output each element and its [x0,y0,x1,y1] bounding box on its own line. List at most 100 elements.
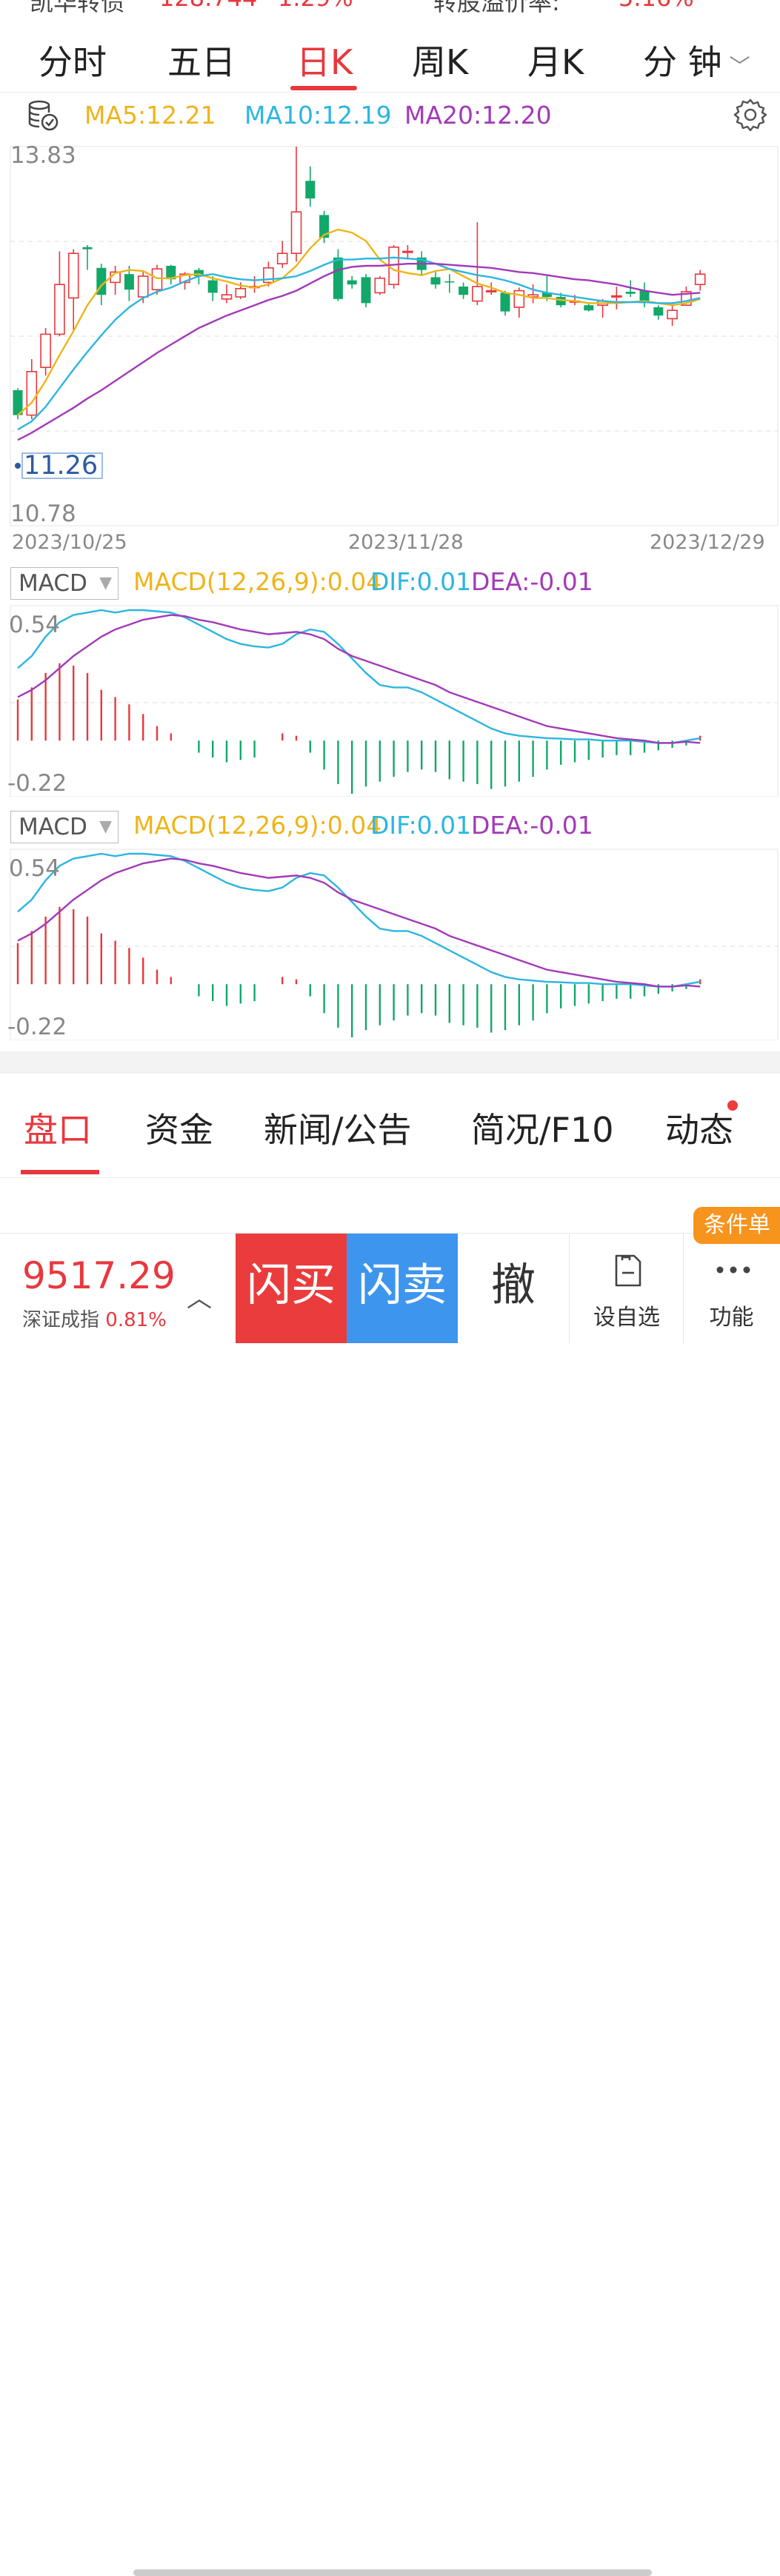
gear-icon[interactable] [733,98,767,135]
tab-news[interactable]: 新闻/公告 [264,1110,412,1150]
tab-minute-label: 分 钟 [643,42,722,82]
last-price: 128.744 [159,0,257,12]
conditional-order-badge[interactable]: 条件单 [693,1207,780,1244]
quick-buy-button[interactable]: 闪买 [236,1234,347,1343]
premium-label: 转股溢价率: [433,0,560,16]
tab-profile[interactable]: 简况/F10 [471,1110,614,1150]
macd-value: MACD(12,26,9):0.04 [133,567,382,596]
home-indicator [133,2569,652,2576]
candle-body [26,370,38,416]
candle-body [137,275,149,298]
indicator-select-2[interactable]: MACD ▼ [10,811,119,843]
macd-y-max: 0.54 [9,855,60,882]
tab-five-day[interactable]: 五日 [167,42,236,82]
ma5-value: MA5:12.21 [84,101,216,130]
low-marker-dot [15,463,21,469]
candle-body [653,307,664,316]
indicator-select-1[interactable]: MACD ▼ [10,567,119,600]
caret-up-icon[interactable]: ︿ [187,1284,212,1314]
candle-body [166,266,176,280]
macd-y-min: -0.22 [7,1014,67,1040]
index-value: 9517.29 [22,1254,176,1297]
price-change: 1.29% [278,0,353,12]
period-tabs: 分时 五日 日K 周K 月K 分 钟 ﹀ [0,22,780,93]
ma10-line [17,256,701,431]
kline-chart[interactable]: 13.83 10.78 11.26 2023/10/25 2023/11/28 … [0,141,780,555]
candle-body [625,292,636,294]
index-name-row: 深证成指 0.81% [22,1305,167,1332]
add-watchlist-button[interactable]: 设自选 [570,1234,684,1343]
dea-value: DEA:-0.01 [471,811,593,840]
candle-body [235,288,247,298]
date-label-end: 2023/12/29 [650,531,765,554]
dea-value: DEA:-0.01 [471,567,593,596]
candle-body [305,181,316,198]
candle-body [40,333,51,368]
candle-body [276,252,288,264]
ma20-value: MA20:12.20 [404,101,552,130]
chevron-down-icon: ▼ [99,574,112,592]
candle-body [500,292,510,312]
candle-body [124,274,134,290]
candle-body [54,284,65,335]
cancel-order-button[interactable]: 撤 [458,1234,570,1343]
macd-frame [10,605,779,797]
candle-body [193,270,204,276]
info-tabs: 盘口 资金 新闻/公告 简况/F10 动态 [0,1074,780,1178]
candle-body [430,277,441,285]
candle-body [13,390,23,415]
ma10-value: MA10:12.19 [244,101,392,130]
chevron-down-icon: ▼ [99,817,112,836]
quick-sell-button[interactable]: 闪卖 [347,1234,458,1343]
candle-body [402,250,413,253]
candle-body [541,292,552,297]
candle-body [290,211,302,254]
date-label-mid: 2023/11/28 [348,531,464,554]
low-marker-box [21,452,103,479]
macd-header-2: MACD ▼ MACD(12,26,9):0.04 DIF:0.01 DEA:-… [0,806,780,846]
candle-body [319,215,330,238]
section-divider [0,1051,780,1074]
y-min-label: 10.78 [10,501,76,527]
candle-body [513,290,525,308]
candle-body [459,287,469,295]
tab-daily-k[interactable]: 日K [296,42,353,82]
tab-monthly-k[interactable]: 月K [527,42,584,82]
low-marker-label: 11.26 [24,451,98,481]
dea-line [17,614,701,744]
tab-activity[interactable]: 动态 [665,1110,733,1150]
candle-body [556,297,566,306]
ma5-line [17,228,701,416]
bottom-action-bar: 9517.29 深证成指 0.81% ︿ 闪买 闪卖 撤 设自选 功能 [0,1233,780,2576]
database-check-icon[interactable] [27,99,59,135]
ma-legend: MA5:12.21 MA10:12.19 MA20:12.20 [0,93,780,138]
candle-body [611,295,622,298]
functions-button[interactable]: 功能 [683,1234,780,1343]
dea-line [17,857,701,988]
candle-body [207,280,218,293]
macd-header-1: MACD ▼ MACD(12,26,9):0.04 DIF:0.01 DEA:-… [0,563,780,603]
dif-line [17,852,701,988]
tab-order-book[interactable]: 盘口 [24,1110,92,1150]
candle-body [67,252,79,299]
tab-weekly-k[interactable]: 周K [412,42,469,82]
notification-dot [727,1100,738,1111]
candle-body [485,290,497,292]
candle-body [221,294,233,300]
dif-line [17,609,701,744]
macd-chart-1[interactable]: 0.54 -0.22 [0,603,780,797]
indicator-select-label: MACD [19,814,87,840]
candle-body [694,273,706,285]
tab-capital-flow[interactable]: 资金 [145,1110,213,1150]
index-name: 深证成指 [22,1309,100,1331]
tab-minute[interactable]: 分 钟 ﹀ [643,36,750,84]
candle-body [361,277,371,304]
candle-body [527,294,539,298]
candle-body [347,280,357,285]
macd-chart-2[interactable]: 0.54 -0.22 [0,846,780,1040]
tab-intraday[interactable]: 分时 [39,42,107,82]
candle-body [374,278,386,294]
macd-y-max: 0.54 [9,612,60,638]
candle-body [444,281,455,283]
quote-summary-strip: 凯华转债 128.744 1.29% 转股溢价率: 5.16% [0,0,780,16]
